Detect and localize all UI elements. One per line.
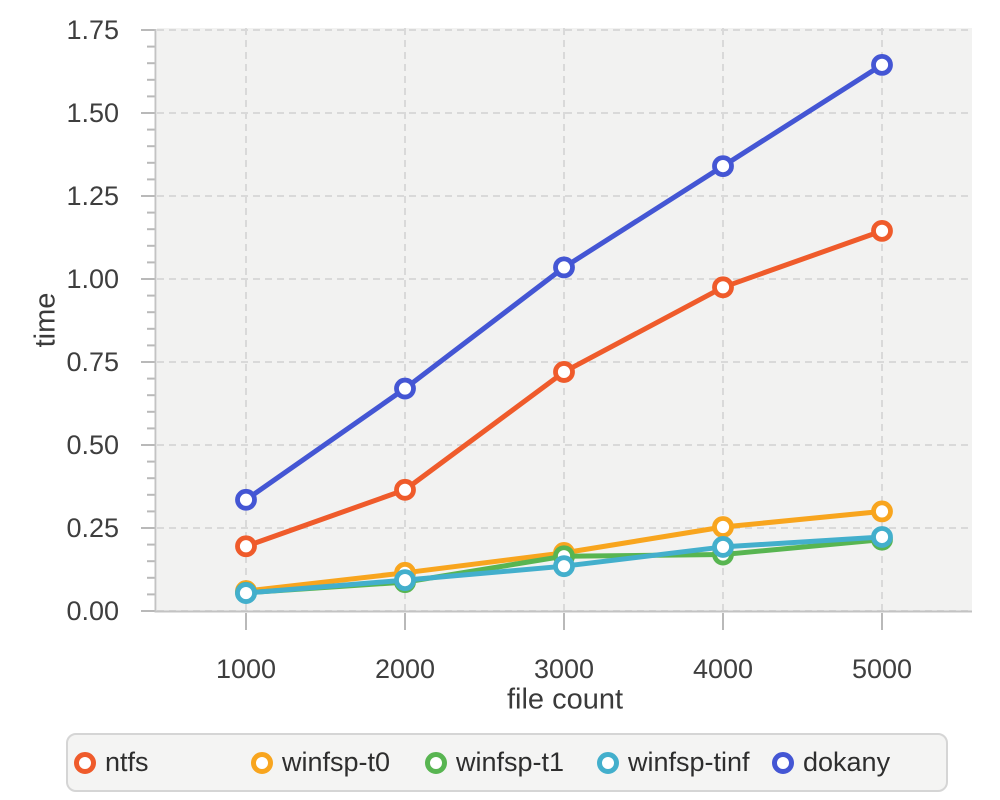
y-axis-title: time xyxy=(29,292,62,348)
data-point-marker xyxy=(394,478,416,501)
data-point-marker xyxy=(871,526,893,548)
line-chart-canvas: 0.00 0.25 0.50 0.75 1.00 1.25 1.50 1.75 1000 2000… xyxy=(66,15,972,684)
legend-label: winfsp-tinf xyxy=(628,747,750,777)
x-tick-label: 4000 xyxy=(693,654,753,684)
y-tick-label: 1.25 xyxy=(66,181,119,211)
legend-label: dokany xyxy=(803,747,891,777)
legend-item-winfsp-t1[interactable]: winfsp-t1 xyxy=(425,735,564,790)
data-point-marker xyxy=(235,582,257,604)
x-tick-label: 5000 xyxy=(852,654,912,684)
y-tick-label: 0.00 xyxy=(66,596,119,626)
x-tick-label: 2000 xyxy=(375,654,435,684)
legend-swatch-ntfs xyxy=(74,751,96,774)
y-tick-label: 1.00 xyxy=(66,264,119,294)
legend-swatch-winfsp-tinf xyxy=(597,751,619,774)
legend-label: ntfs xyxy=(105,747,149,777)
y-tick-label: 1.75 xyxy=(66,15,119,45)
data-point-marker xyxy=(553,555,575,578)
series-ntfs xyxy=(235,219,893,558)
legend-swatch-winfsp-t0 xyxy=(251,751,273,774)
data-point-marker xyxy=(871,500,893,523)
legend-label: winfsp-t0 xyxy=(282,747,391,777)
legend-item-winfsp-tinf[interactable]: winfsp-tinf xyxy=(597,735,750,790)
y-tick-label: 0.50 xyxy=(66,430,119,460)
y-tick-label: 0.75 xyxy=(66,347,119,377)
y-tick-label: 1.50 xyxy=(66,98,119,128)
x-tick-label: 1000 xyxy=(216,654,276,684)
y-tick-label: 0.25 xyxy=(66,513,119,543)
legend-label: winfsp-t1 xyxy=(456,747,565,777)
x-axis-title: file count xyxy=(506,683,624,716)
data-point-marker xyxy=(553,361,575,383)
data-point-marker xyxy=(235,535,257,558)
plot-svg: 0.00 0.25 0.50 0.75 1.00 1.25 1.50 1.75 1000 2000… xyxy=(66,15,972,684)
legend-item-winfsp-t0[interactable]: winfsp-t0 xyxy=(251,735,390,790)
legend-item-ntfs[interactable]: ntfs xyxy=(74,735,149,790)
data-point-marker xyxy=(394,569,416,592)
series-dokany xyxy=(235,53,893,511)
legend: ntfs winfsp-t0 winfsp-t1 winfsp-tinf dokany xyxy=(66,733,948,792)
data-point-marker xyxy=(553,256,575,279)
series-winfsp-tinf xyxy=(235,526,893,604)
data-point-marker xyxy=(394,377,416,400)
x-tick-label: 3000 xyxy=(534,654,594,684)
legend-swatch-winfsp-t1 xyxy=(425,751,447,774)
data-point-marker xyxy=(712,276,734,299)
data-point-marker xyxy=(712,536,734,558)
data-point-marker xyxy=(712,155,734,178)
tick-labels: 0.00 0.25 0.50 0.75 1.00 1.25 1.50 1.75 1000 2000… xyxy=(66,15,912,684)
legend-item-dokany[interactable]: dokany xyxy=(772,735,890,790)
data-point-marker xyxy=(712,516,734,538)
legend-swatch-dokany xyxy=(772,751,794,774)
data-point-marker xyxy=(871,219,893,242)
data-point-marker xyxy=(235,488,257,511)
data-point-marker xyxy=(871,53,893,76)
